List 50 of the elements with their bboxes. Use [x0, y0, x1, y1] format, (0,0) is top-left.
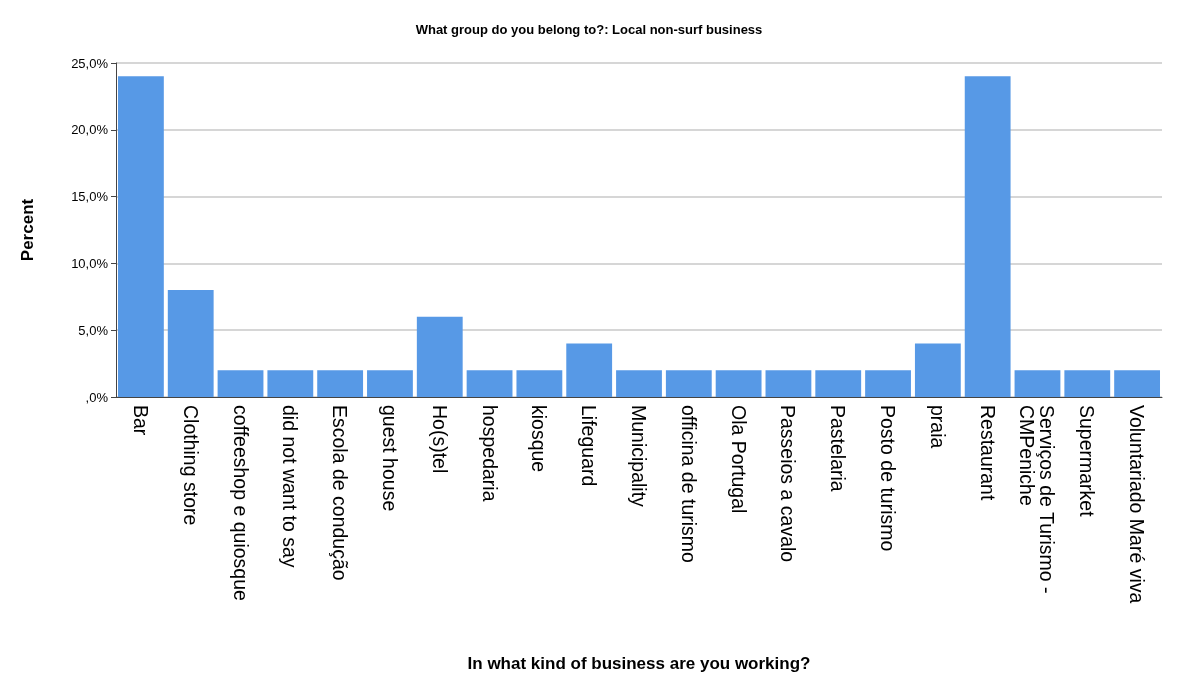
x-tick-label: officina de turismo: [677, 405, 700, 564]
y-tick-label: 10,0%: [71, 255, 109, 271]
chart-title: What group do you belong to?: Local non-surf business: [415, 22, 763, 37]
bar: [516, 370, 563, 397]
x-tick-label: Municipality: [628, 405, 650, 508]
x-tick-label: did not want to say: [279, 405, 302, 568]
bar: [815, 370, 862, 397]
bar: [317, 370, 364, 397]
y-axis-title: Percent: [18, 198, 37, 262]
bar: [1114, 370, 1161, 397]
bar: [616, 370, 662, 397]
x-tick-label: Passeios a cavalo: [777, 405, 800, 563]
y-tick-label: 25,0%: [71, 55, 109, 71]
y-tick-label: 5,0%: [78, 322, 109, 338]
x-tick-label: kiosque: [528, 405, 551, 473]
x-tick-label: Bar: [129, 405, 152, 436]
bar: [865, 370, 911, 397]
x-tick-label: Supermarket: [1076, 405, 1099, 518]
bar: [964, 76, 1011, 397]
bar: [1014, 370, 1061, 397]
y-tick-label: 15,0%: [71, 189, 109, 205]
x-tick-label: Restaurant: [976, 405, 999, 501]
bar: [1064, 370, 1111, 397]
x-tick-label: Posto de turismo: [877, 405, 900, 552]
x-tick-label: Ho(s)tel: [428, 405, 451, 474]
bar: [267, 370, 314, 397]
x-tick-label: Voluntariado Maré viva: [1126, 405, 1149, 604]
x-tick-label: Escola de condução: [329, 405, 352, 581]
bar: [416, 316, 463, 397]
bar: [466, 370, 513, 397]
x-tick-label: coffeeshop e quiosque: [229, 405, 252, 601]
bar: [765, 370, 812, 397]
x-tick-label: guest house: [378, 405, 401, 512]
bar: [914, 343, 961, 397]
bar: [117, 76, 164, 397]
bar: [715, 370, 762, 397]
x-tick-label: Lifeguard: [578, 405, 601, 487]
bar: [566, 343, 613, 397]
bar: [167, 290, 214, 397]
y-tick-label: 20,0%: [71, 122, 109, 138]
x-tick-label: Ola Portugal: [727, 405, 750, 514]
bar: [217, 370, 264, 397]
x-tick-label: Clothing store: [179, 405, 202, 526]
x-axis-title: In what kind of business are you working?: [467, 654, 811, 673]
y-tick-label: ,0%: [85, 389, 109, 405]
bar: [665, 370, 712, 397]
x-tick-label: praia: [926, 405, 949, 449]
x-tick-label: Pastelaria: [827, 405, 850, 492]
x-tick-label: hospedaria: [478, 405, 501, 502]
bar: [367, 370, 413, 397]
